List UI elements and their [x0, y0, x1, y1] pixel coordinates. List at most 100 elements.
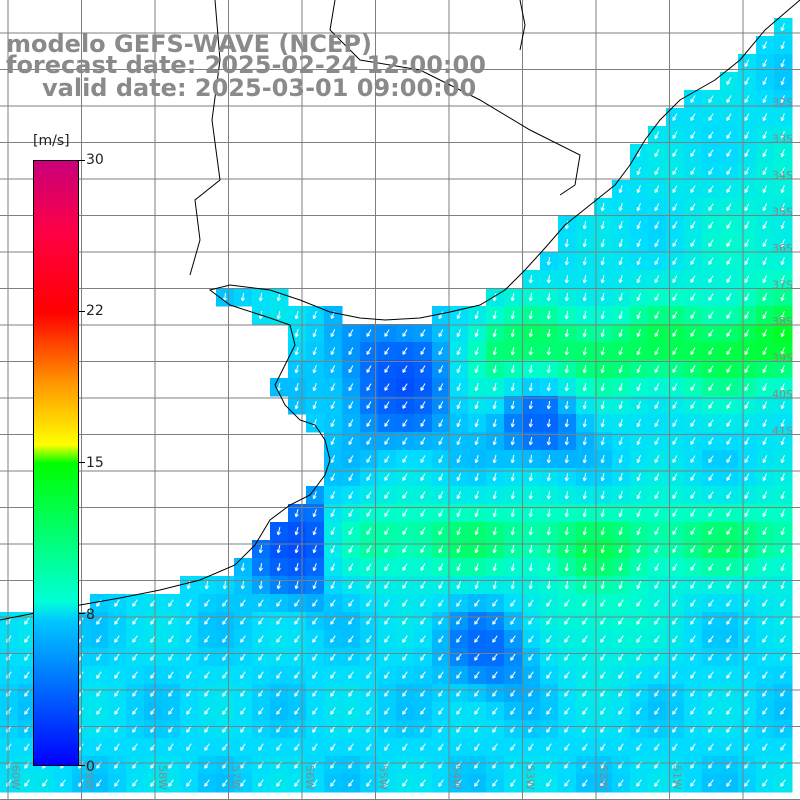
wind-arrow — [762, 635, 768, 643]
wind-arrow-head — [546, 549, 551, 554]
wind-arrow-head — [456, 782, 461, 787]
wind-arrow-head — [510, 602, 515, 607]
wind-arrow-head — [654, 513, 659, 517]
wind-arrow — [708, 257, 714, 265]
wind-arrow-head — [402, 764, 407, 769]
wind-arrow-head — [510, 674, 515, 679]
wind-arrow-head — [564, 333, 569, 338]
wind-arrow — [600, 617, 606, 625]
wind-arrow — [619, 203, 623, 211]
wind-arrow — [726, 527, 732, 535]
wind-arrow-head — [762, 567, 767, 572]
wind-arrow — [475, 455, 479, 463]
wind-arrow-head — [366, 440, 371, 445]
wind-arrow-head — [726, 476, 731, 481]
wind-arrow-head — [294, 369, 299, 374]
wind-arrow — [348, 329, 354, 337]
wind-arrow-head — [762, 117, 767, 122]
wind-arrow — [420, 779, 426, 787]
wind-arrow-head — [240, 567, 245, 572]
wind-arrow-head — [654, 746, 659, 751]
wind-arrow-head — [528, 728, 533, 733]
latitude-label: 33S — [772, 133, 793, 146]
wind-arrow — [384, 527, 390, 535]
wind-arrow-head — [330, 692, 335, 697]
wind-arrow-head — [168, 746, 173, 751]
wind-arrow-head — [762, 189, 767, 194]
wind-arrow — [744, 203, 750, 211]
wind-arrow-head — [456, 638, 461, 643]
wind-arrow-head — [330, 764, 335, 769]
wind-arrow — [565, 544, 569, 554]
wind-arrow — [438, 617, 444, 625]
wind-arrow-head — [348, 513, 353, 517]
wind-arrow — [366, 437, 372, 445]
wind-arrow — [456, 329, 462, 337]
wind-arrow-head — [744, 423, 749, 427]
wind-arrow-head — [222, 710, 227, 715]
wind-arrow-head — [456, 423, 461, 428]
wind-arrow-head — [438, 423, 443, 427]
wind-arrow-head — [366, 476, 371, 481]
wind-arrow — [583, 238, 587, 248]
wind-arrow-head — [528, 441, 533, 446]
wind-arrow — [6, 743, 12, 751]
wind-arrow-head — [600, 351, 605, 356]
wind-arrow-head — [276, 692, 281, 697]
wind-arrow — [654, 509, 660, 517]
wind-arrow — [744, 275, 750, 283]
wind-arrow — [690, 113, 696, 121]
wind-arrow-head — [276, 674, 281, 679]
longitude-label: 55W — [377, 765, 390, 790]
wind-arrow-head — [744, 189, 749, 193]
wind-arrow — [762, 401, 768, 409]
wind-arrow — [258, 617, 264, 625]
wind-arrow-head — [384, 494, 389, 499]
wind-arrow-head — [294, 620, 299, 625]
wind-arrow — [582, 671, 588, 679]
wind-arrow — [672, 779, 678, 787]
wind-arrow — [762, 203, 768, 211]
wind-arrow — [619, 239, 623, 247]
wind-arrow-head — [564, 764, 569, 769]
wind-arrow-head — [384, 674, 389, 679]
wind-arrow — [600, 707, 606, 715]
wind-arrow — [294, 779, 300, 787]
wind-arrow — [132, 599, 138, 607]
wind-arrow-head — [780, 171, 785, 176]
wind-arrow-head — [492, 638, 497, 643]
wind-arrow-head — [672, 314, 677, 319]
wind-arrow-head — [366, 620, 371, 625]
wind-arrow-head — [780, 225, 785, 230]
wind-arrow — [780, 635, 786, 643]
wind-arrow-head — [654, 585, 659, 589]
wind-arrow-head — [276, 567, 281, 572]
wind-arrow-head — [492, 567, 497, 572]
wind-arrow-head — [330, 531, 335, 536]
wind-arrow — [601, 454, 605, 464]
wind-arrow-head — [330, 333, 335, 338]
wind-arrow — [511, 508, 515, 518]
wind-arrow — [366, 563, 372, 571]
wind-arrow — [384, 743, 390, 751]
wind-arrow — [456, 347, 462, 355]
wind-arrow-head — [690, 494, 695, 499]
wind-arrow-head — [348, 782, 353, 787]
wind-arrow-head — [672, 332, 677, 337]
wind-arrow-head — [492, 513, 497, 518]
wind-arrow — [529, 544, 533, 554]
wind-arrow — [547, 382, 551, 392]
wind-arrow — [366, 617, 372, 625]
wind-arrow-head — [726, 656, 731, 661]
wind-arrow-head — [618, 567, 623, 572]
wind-arrow-head — [168, 764, 173, 769]
wind-arrow — [529, 292, 533, 302]
wind-arrow-head — [708, 386, 713, 391]
wind-arrow-head — [564, 567, 569, 572]
wind-arrow — [654, 779, 660, 787]
wind-arrow-head — [636, 674, 641, 679]
wind-arrow — [474, 707, 480, 715]
wind-arrow — [529, 508, 533, 518]
wind-arrow-head — [474, 620, 479, 625]
wind-arrow-head — [618, 728, 623, 733]
